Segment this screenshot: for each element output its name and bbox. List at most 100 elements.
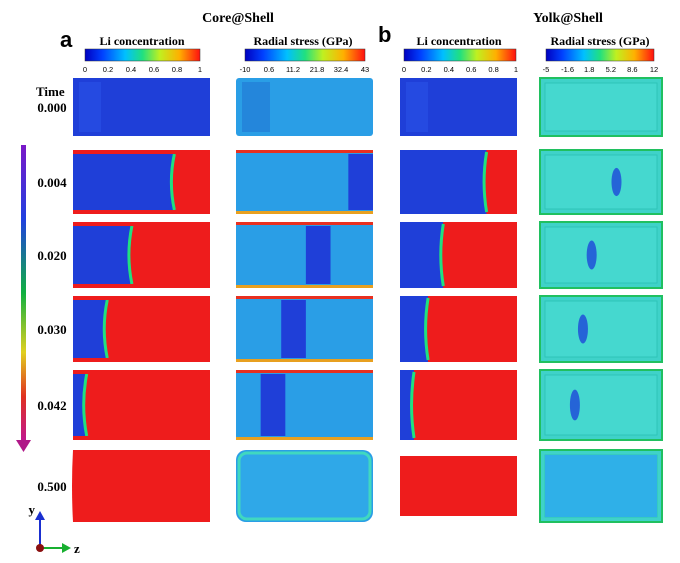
colorbar-li-b-tick: 0.2 xyxy=(421,65,431,74)
core-shell-stress-snapshot xyxy=(236,222,373,288)
colorbar-stress-b-bar xyxy=(545,48,655,62)
yolk-shell-li-snapshot xyxy=(400,296,517,362)
colorbar-stress-a-tick: -10 xyxy=(240,65,251,74)
colorbar-li-a-tick: 1 xyxy=(198,65,202,74)
stress-yolk xyxy=(544,154,658,210)
li-depleted-region xyxy=(73,300,108,358)
li-reaction-front xyxy=(410,371,416,439)
stress-field xyxy=(236,222,373,288)
colorbar-stress-a-title: Radial stress (GPa) xyxy=(253,34,352,48)
z-axis-label: z xyxy=(74,541,80,556)
core-region xyxy=(406,82,428,132)
panel-a-title: Core@Shell xyxy=(202,11,274,26)
colorbar-stress-a-ticks: -10 0.6 11.2 21.8 32.4 43 xyxy=(240,65,370,74)
colorbar-li-a-tick: 0.2 xyxy=(103,65,113,74)
stress-core xyxy=(237,451,372,521)
core-shell-li-snapshot xyxy=(73,296,210,362)
colorbar-stress-b-tick: 1.8 xyxy=(584,65,594,74)
stress-concentration xyxy=(586,240,597,270)
colorbar-stress-a-tick: 43 xyxy=(361,65,369,74)
li-depleted-region xyxy=(400,370,415,440)
stress-compressive-band xyxy=(305,226,331,284)
li-field xyxy=(400,370,517,440)
core-shell-stress-snapshot xyxy=(236,150,373,214)
stress-concentration xyxy=(577,314,588,344)
li-reaction-front xyxy=(82,373,89,437)
stress-field xyxy=(236,150,373,214)
colorbar-stress-a-tick: 21.8 xyxy=(310,65,325,74)
colorbar-li-a-tick: 0.4 xyxy=(126,65,136,74)
stress-yolk-final xyxy=(545,455,657,517)
core-shell-li-snapshot xyxy=(72,450,210,522)
core-shell-li-snapshot xyxy=(73,370,210,440)
time-value: 0.042 xyxy=(37,398,66,413)
colorbar-li-a-tick: 0.6 xyxy=(149,65,159,74)
colorbar-stress-a-bar xyxy=(244,48,366,62)
colorbar-li-a-tick: 0 xyxy=(83,65,87,74)
li-depleted-region xyxy=(73,154,175,210)
y-axis-label: y xyxy=(29,502,36,517)
colorbar-li-b-ticks: 0 0.2 0.4 0.6 0.8 1 xyxy=(402,65,518,74)
core-region xyxy=(79,82,101,132)
colorbar-li-b-bar xyxy=(403,48,517,62)
stress-yolk xyxy=(544,300,658,358)
time-value: 0.030 xyxy=(37,322,66,337)
colorbar-stress-b-title: Radial stress (GPa) xyxy=(550,34,649,48)
colorbar-li-b-tick: 0.6 xyxy=(466,65,476,74)
yolk-shell-stress-snapshot xyxy=(539,149,663,215)
axes-origin xyxy=(36,544,44,552)
yolk-shell-li-snapshot xyxy=(400,78,517,136)
li-field xyxy=(400,456,517,516)
colorbar-stress-b: Radial stress (GPa) -5 -1.6 1.8 5.2 8.6 12 xyxy=(543,34,659,74)
yolk-shell-li-snapshot xyxy=(400,222,517,288)
time-arrow-head xyxy=(16,440,31,452)
z-axis-arrowhead xyxy=(62,543,71,553)
colorbar-li-b-tick: 1 xyxy=(514,65,518,74)
time-arrow xyxy=(16,145,31,452)
stress-core-region xyxy=(242,82,270,132)
core-shell-stress-snapshot xyxy=(236,370,373,440)
yolk-shell-li-snapshot xyxy=(400,370,517,440)
colorbar-li-a-ticks: 0 0.2 0.4 0.6 0.8 1 xyxy=(83,65,202,74)
stress-concentration xyxy=(611,167,622,197)
yolk-shell-stress-snapshot xyxy=(539,449,663,523)
colorbar-stress-b-tick: 8.6 xyxy=(627,65,637,74)
stress-compressive-band xyxy=(281,300,306,358)
colorbar-stress-b-tick: 5.2 xyxy=(606,65,616,74)
colorbar-li-b-tick: 0.4 xyxy=(444,65,454,74)
colorbar-stress-a-tick: 32.4 xyxy=(334,65,349,74)
stress-compressive-band xyxy=(348,154,373,210)
core-shell-stress-snapshot xyxy=(236,78,373,136)
li-reaction-front xyxy=(424,297,430,361)
y-axis-arrowhead xyxy=(35,511,45,520)
yolk-shell-li-snapshot xyxy=(400,456,517,516)
colorbar-li-a-bar xyxy=(84,48,201,62)
colorbar-stress-a-tick: 0.6 xyxy=(264,65,274,74)
colorbar-stress-b-ticks: -5 -1.6 1.8 5.2 8.6 12 xyxy=(543,65,659,74)
time-value: 0.000 xyxy=(37,100,66,115)
time-values: 0.000 0.004 0.020 0.030 0.042 0.500 xyxy=(37,100,67,494)
stress-concentration xyxy=(569,389,580,421)
colorbar-li-b: Li concentration 0 0.2 0.4 0.6 0.8 1 xyxy=(402,34,518,74)
stress-field xyxy=(236,370,373,440)
li-depleted-region xyxy=(400,296,429,362)
snapshot-grid xyxy=(72,77,663,523)
li-reaction-front xyxy=(169,153,176,211)
colorbar-li-a-tick: 0.8 xyxy=(172,65,182,74)
core-shell-li-snapshot xyxy=(73,78,210,136)
stress-yolk xyxy=(544,82,658,132)
li-reaction-front xyxy=(482,151,489,213)
colorbar-stress-b-tick: 12 xyxy=(650,65,658,74)
stress-compressive-band xyxy=(260,374,286,436)
stress-field xyxy=(236,78,373,136)
panel-a-letter: a xyxy=(60,27,73,52)
li-field xyxy=(72,450,210,522)
li-reaction-front xyxy=(127,225,134,285)
core-shell-stress-snapshot xyxy=(236,296,373,362)
core-shell-li-snapshot xyxy=(73,222,210,288)
yolk-shell-li-snapshot xyxy=(400,150,517,214)
li-depleted-region xyxy=(73,226,132,284)
time-value: 0.004 xyxy=(37,175,67,190)
colorbar-li-b-tick: 0.8 xyxy=(488,65,498,74)
